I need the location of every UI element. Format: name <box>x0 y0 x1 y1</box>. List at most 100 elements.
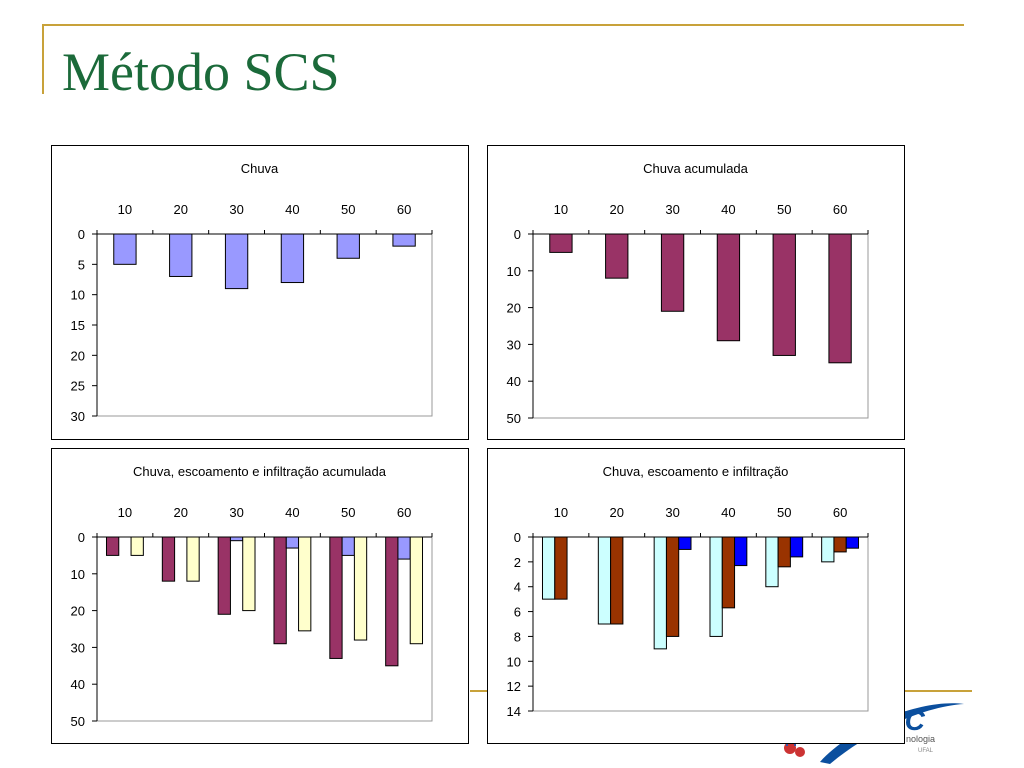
x-tick-label: 10 <box>554 505 568 520</box>
bar-series-3 <box>678 536 692 550</box>
y-tick-label: 20 <box>71 604 85 619</box>
y-tick-label: 10 <box>71 567 85 582</box>
y-tick-label: 0 <box>514 530 521 545</box>
bar-series-1 <box>161 536 176 582</box>
x-tick-label: 30 <box>665 505 679 520</box>
bar-series-1 <box>329 536 343 659</box>
plot-area <box>532 536 869 712</box>
chart-chuva-escoamento-infiltracao-acumulada: Chuva, escoamento e infiltração acumulad… <box>51 448 469 744</box>
bar-series-1 <box>385 536 399 667</box>
chart-acumulada-plot: Chuva, escoamento e infiltração acumulad… <box>71 464 433 729</box>
bar-series-1 <box>280 233 305 284</box>
y-tick-label: 15 <box>71 318 85 333</box>
y-tick-label: 5 <box>78 257 85 272</box>
chart-title: Chuva, escoamento e infiltração <box>603 464 789 479</box>
y-tick-label: 25 <box>71 379 85 394</box>
bar-series-2 <box>833 536 847 553</box>
y-tick-label: 50 <box>507 411 521 426</box>
chart-chuva-acumulada: Chuva acumulada 0 10 20 30 40 50 10 20 30 40 50 60 <box>487 145 905 440</box>
chart-chuva-escoamento-infiltracao: Chuva, escoamento e infiltração 0 2 4 6 8 10 12… <box>487 448 905 744</box>
x-tick-label: 30 <box>665 202 679 217</box>
x-tick-label: 10 <box>554 202 568 217</box>
bar-series-1 <box>828 233 852 364</box>
x-tick-label: 20 <box>174 202 188 217</box>
bar-series-1 <box>392 233 416 247</box>
x-tick-label: 60 <box>833 202 847 217</box>
bar-series-1 <box>653 536 667 650</box>
y-tick-label: 0 <box>78 530 85 545</box>
bar-series-1 <box>541 536 556 600</box>
y-tick-label: 12 <box>507 679 521 694</box>
plot-area <box>532 233 869 419</box>
bar-series-3 <box>789 536 804 558</box>
bar-series-2 <box>721 536 736 609</box>
bar-series-3 <box>845 536 860 549</box>
bar-series-2 <box>229 536 244 542</box>
chart-title: Chuva, escoamento e infiltração acumulad… <box>133 464 387 479</box>
x-tick-label: 50 <box>341 505 355 520</box>
chart-title: Chuva <box>241 161 279 176</box>
x-tick-label: 40 <box>285 202 299 217</box>
bar-series-2 <box>341 536 355 556</box>
x-tick-label: 50 <box>777 505 791 520</box>
bar-series-1 <box>273 536 287 645</box>
bar-series-2 <box>285 536 300 549</box>
y-tick-label: 10 <box>71 288 85 303</box>
bar-series-2 <box>777 536 791 568</box>
bar-series-1 <box>765 536 779 588</box>
x-tick-label: 20 <box>174 505 188 520</box>
bar-series-1 <box>605 233 629 279</box>
x-tick-label: 60 <box>397 202 411 217</box>
y-tick-label: 14 <box>507 704 521 719</box>
y-tick-label: 2 <box>514 555 521 570</box>
bar-series-1 <box>169 233 193 277</box>
bar-series-2 <box>610 536 624 625</box>
bar-series-2 <box>397 536 411 560</box>
bar-series-1 <box>660 233 685 312</box>
x-tick-label: 30 <box>229 202 243 217</box>
bar-series-2 <box>665 536 680 637</box>
x-tick-label: 20 <box>610 505 624 520</box>
accent-line-left <box>42 24 44 94</box>
x-tick-label: 20 <box>610 202 624 217</box>
x-tick-label: 10 <box>118 505 132 520</box>
bar-series-3 <box>130 536 144 556</box>
x-tick-label: 40 <box>721 505 735 520</box>
chart-chuva-plot: Chuva 0 5 10 15 20 25 30 10 20 30 40 50 60 <box>71 161 433 424</box>
y-tick-label: 10 <box>507 264 521 279</box>
y-tick-label: 0 <box>78 227 85 242</box>
slide-title: Método SCS <box>62 42 340 102</box>
y-tick-label: 50 <box>71 714 85 729</box>
logo-swoosh <box>820 703 964 764</box>
y-tick-label: 30 <box>507 337 521 352</box>
bar-series-1 <box>336 233 360 259</box>
bar-series-1 <box>113 233 137 265</box>
bar-series-1 <box>821 536 835 563</box>
y-tick-label: 6 <box>514 605 521 620</box>
bar-series-1 <box>597 536 612 625</box>
x-tick-label: 40 <box>285 505 299 520</box>
y-tick-label: 20 <box>71 348 85 363</box>
y-tick-label: 30 <box>71 409 85 424</box>
x-tick-label: 60 <box>397 505 411 520</box>
bar-series-1 <box>549 233 573 253</box>
y-tick-label: 0 <box>514 227 521 242</box>
chart-chuva: Chuva 0 5 10 15 20 25 30 10 20 30 40 50 60 <box>51 145 469 440</box>
bar-series-3 <box>409 536 424 645</box>
plot-area <box>96 536 433 722</box>
bar-series-1 <box>224 233 249 290</box>
y-tick-label: 40 <box>71 677 85 692</box>
y-tick-label: 10 <box>507 654 521 669</box>
logo-small-text: UFAL <box>918 748 934 754</box>
bar-series-3 <box>353 536 368 641</box>
bar-series-1 <box>217 536 231 615</box>
x-tick-label: 10 <box>118 202 132 217</box>
y-tick-label: 40 <box>507 374 521 389</box>
bar-series-3 <box>186 536 200 582</box>
x-tick-label: 60 <box>833 505 847 520</box>
y-tick-label: 20 <box>507 301 521 316</box>
bar-series-1 <box>709 536 723 637</box>
bar-series-1 <box>105 536 120 556</box>
logo-subtext: nologia <box>906 734 935 744</box>
plot-area <box>96 233 433 417</box>
